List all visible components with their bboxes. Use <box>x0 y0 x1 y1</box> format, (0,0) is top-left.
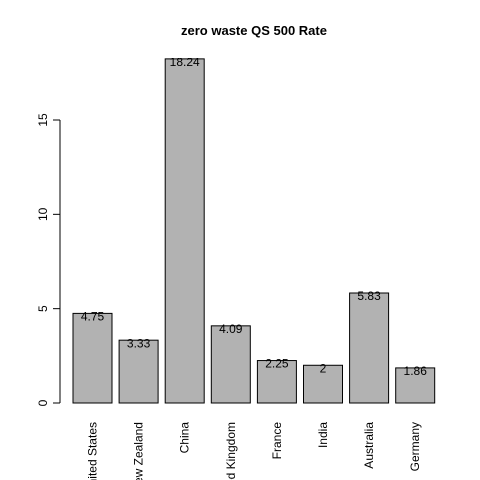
bars-group: 4.75 3.33 18.24 4.09 2.25 2 5.83 1.86 <box>72 55 436 404</box>
y-tick-label: 0 <box>36 399 50 406</box>
data-label: 2 <box>320 361 327 375</box>
x-category-label: France <box>270 422 284 460</box>
bar <box>118 339 159 404</box>
bar <box>395 367 436 404</box>
y-axis: 0 5 10 15 <box>36 113 61 406</box>
bar <box>164 58 205 404</box>
x-category-label: United States <box>86 422 100 480</box>
x-category-label: New Zealand <box>132 422 146 480</box>
data-label: 5.83 <box>357 289 381 303</box>
data-label: 1.86 <box>404 364 428 378</box>
data-label: 3.33 <box>127 336 151 350</box>
y-tick-label: 10 <box>36 207 50 221</box>
y-tick-label: 5 <box>36 305 50 312</box>
y-tick-label: 15 <box>36 113 50 127</box>
x-category-label: China <box>178 422 192 454</box>
x-category-label: India <box>316 422 330 448</box>
x-category-label: Australia <box>362 422 376 469</box>
bar <box>349 292 390 404</box>
chart-title: zero waste QS 500 Rate <box>181 23 327 38</box>
bar <box>72 312 113 404</box>
x-category-label: United Kingdom <box>224 422 238 480</box>
bar <box>210 325 251 404</box>
data-label: 4.75 <box>81 310 105 324</box>
bar <box>303 364 343 404</box>
data-label: 18.24 <box>170 55 200 69</box>
x-axis-labels: United States New Zealand China United King… <box>86 422 423 480</box>
x-category-label: Germany <box>408 422 422 471</box>
bar <box>256 360 297 404</box>
data-label: 4.09 <box>219 322 243 336</box>
data-label: 2.25 <box>265 357 289 371</box>
